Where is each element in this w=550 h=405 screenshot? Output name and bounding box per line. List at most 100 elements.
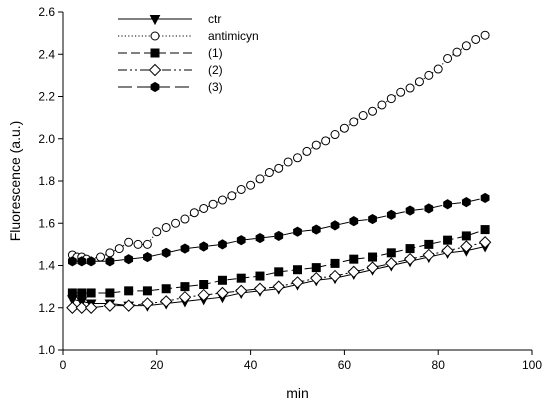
data-point	[328, 269, 342, 283]
data-point	[461, 41, 471, 51]
data-point	[236, 235, 246, 246]
data-point	[386, 248, 396, 258]
data-point	[321, 136, 331, 146]
data-point	[217, 195, 227, 205]
data-point	[77, 288, 87, 298]
data-point	[396, 87, 406, 97]
data-point	[293, 153, 302, 163]
data-point	[386, 94, 396, 104]
legend-marker	[149, 15, 161, 26]
y-tick-label: 1.2	[38, 301, 55, 315]
legend-item-0: ctr	[118, 12, 221, 26]
data-point	[246, 180, 256, 190]
data-point	[75, 301, 88, 314]
x-tick-label: 0	[60, 358, 67, 372]
data-point	[180, 214, 190, 224]
legend-item-2: (1)	[118, 46, 223, 60]
data-point	[460, 240, 473, 253]
data-point	[461, 231, 471, 241]
data-point	[293, 226, 302, 237]
series-line	[72, 197, 486, 262]
data-point	[159, 295, 173, 308]
data-point	[274, 230, 284, 242]
y-tick-label: 2.4	[38, 47, 55, 61]
data-point	[161, 222, 171, 232]
data-point	[386, 209, 396, 220]
data-point	[414, 77, 424, 87]
data-point	[141, 297, 154, 310]
series-1	[67, 30, 490, 264]
legend-marker	[150, 48, 160, 58]
data-point	[114, 244, 124, 254]
data-point	[311, 140, 321, 150]
data-point	[443, 235, 453, 245]
data-point	[142, 286, 152, 296]
y-tick-label: 2.0	[38, 132, 55, 146]
data-point	[84, 301, 98, 314]
data-point	[311, 263, 321, 273]
data-point	[255, 174, 265, 184]
x-tick-label: 100	[522, 358, 542, 372]
data-point	[103, 299, 117, 312]
data-point	[178, 290, 192, 304]
data-point	[302, 146, 312, 156]
data-point	[405, 205, 415, 216]
series-2	[67, 225, 490, 298]
axes: 0 20 40 60 80 100 1.0 1.2 1.4 1.6 1.8 2.0 2.2 2.4 2.6	[38, 5, 542, 372]
data-point	[67, 256, 77, 267]
data-point	[480, 30, 490, 40]
data-point	[461, 197, 471, 208]
data-point	[443, 53, 453, 63]
data-point	[124, 237, 134, 247]
data-point	[452, 47, 462, 57]
data-point	[253, 282, 267, 295]
y-tick-label: 1.4	[38, 259, 55, 273]
data-point	[77, 256, 87, 267]
data-point	[189, 208, 199, 218]
data-point	[142, 239, 152, 249]
x-tick-label: 40	[244, 358, 258, 372]
data-point	[366, 261, 379, 274]
data-point	[199, 241, 209, 252]
legend-item-4: (3)	[118, 80, 223, 94]
data-point	[293, 265, 302, 275]
legend-label: antimicyn	[208, 29, 259, 43]
data-point	[424, 239, 434, 249]
x-tick-label: 80	[432, 358, 446, 372]
data-point	[424, 70, 434, 80]
x-axis-title: min	[286, 385, 309, 401]
y-tick-label: 2.6	[38, 5, 55, 19]
data-point	[199, 203, 209, 213]
series-line	[72, 34, 486, 260]
data-point	[291, 276, 304, 289]
data-point	[208, 199, 218, 209]
data-point	[236, 184, 246, 194]
x-tick-label: 20	[150, 358, 164, 372]
data-point	[480, 225, 490, 235]
x-tick-label: 60	[338, 358, 352, 372]
data-point	[368, 252, 378, 262]
legend-label: (3)	[208, 80, 223, 94]
data-point	[152, 227, 162, 237]
legend-item-1: antimicyn	[118, 29, 259, 43]
y-tick-label: 1.6	[38, 216, 55, 230]
data-point	[330, 220, 340, 231]
data-point	[161, 247, 171, 258]
data-point	[161, 284, 171, 294]
data-point	[433, 64, 443, 74]
data-point	[385, 257, 398, 270]
data-point	[67, 288, 77, 298]
legend-marker	[148, 63, 162, 77]
data-point	[349, 117, 359, 127]
data-point	[347, 265, 360, 279]
legend-label: (2)	[208, 63, 223, 77]
data-point	[124, 254, 134, 265]
legend-label: ctr	[208, 12, 221, 26]
data-point	[264, 168, 274, 178]
data-point	[255, 271, 265, 281]
data-point	[143, 251, 152, 263]
legend: ctr antimicyn (1) (2) (3)	[118, 12, 259, 94]
data-point	[339, 123, 349, 133]
data-point	[358, 111, 368, 121]
